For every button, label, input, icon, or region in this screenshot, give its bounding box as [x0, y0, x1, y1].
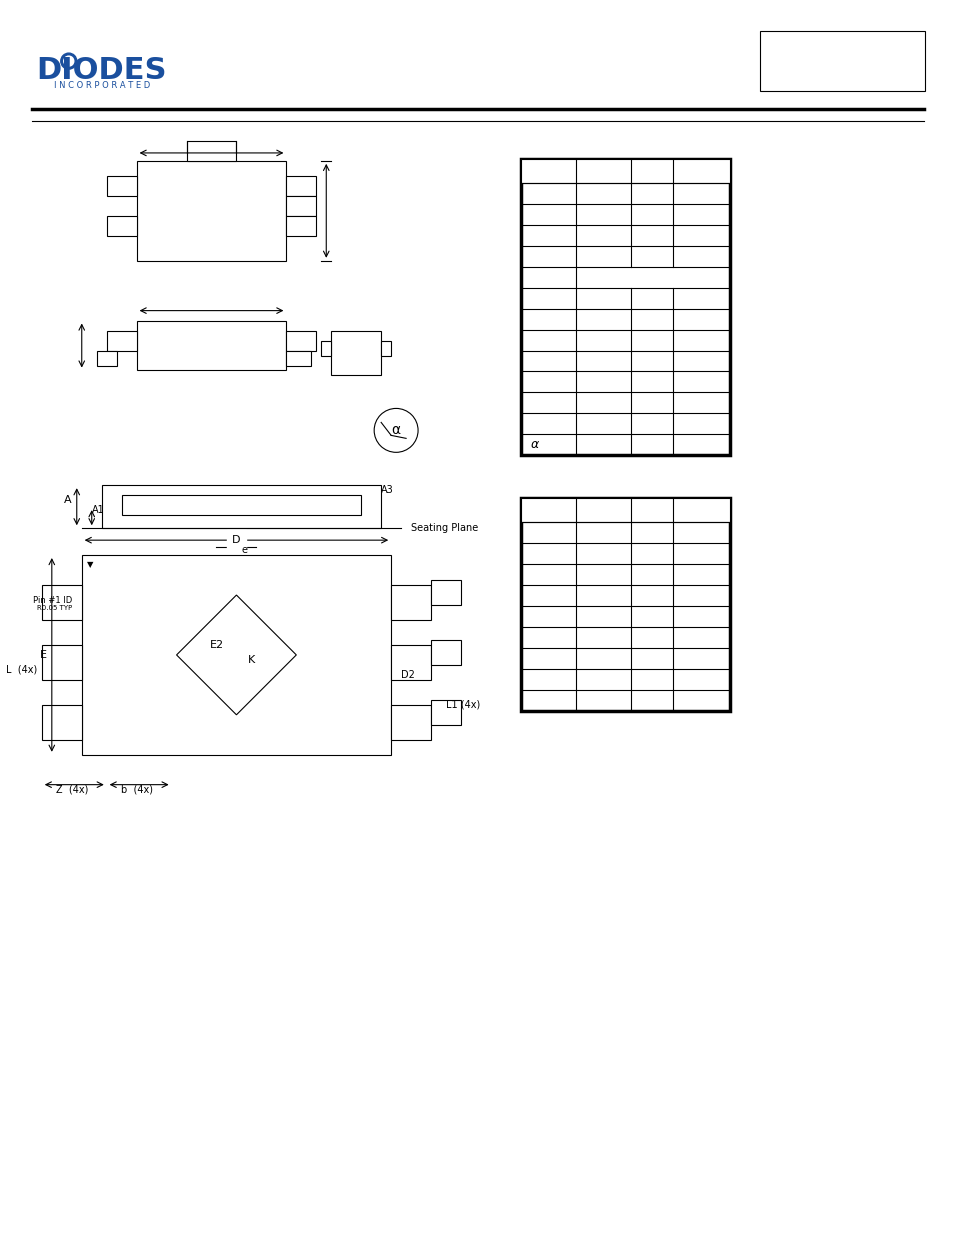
- Bar: [187, 141, 236, 161]
- Bar: [286, 196, 316, 216]
- Text: Z  (4x): Z (4x): [55, 784, 88, 794]
- Bar: [391, 645, 431, 680]
- Text: D2: D2: [400, 669, 415, 680]
- Bar: [136, 161, 286, 261]
- Bar: [520, 159, 730, 456]
- Bar: [286, 331, 316, 351]
- Bar: [431, 580, 460, 605]
- Bar: [286, 175, 316, 196]
- Bar: [102, 485, 381, 529]
- Text: A1: A1: [91, 505, 105, 515]
- Text: α: α: [391, 424, 400, 437]
- Bar: [96, 351, 116, 366]
- Text: Pin #1 ID: Pin #1 ID: [32, 595, 71, 605]
- Text: DIODES: DIODES: [36, 56, 167, 85]
- Bar: [107, 331, 136, 351]
- Text: L1 (4x): L1 (4x): [446, 700, 479, 710]
- Text: E2: E2: [210, 640, 223, 650]
- Text: α: α: [530, 438, 538, 451]
- Text: K: K: [248, 655, 254, 664]
- Text: D: D: [232, 535, 240, 545]
- Text: I N C O R P O R A T E D: I N C O R P O R A T E D: [53, 82, 150, 90]
- Bar: [321, 341, 331, 356]
- Bar: [520, 498, 730, 711]
- Bar: [42, 705, 82, 740]
- Text: L  (4x): L (4x): [6, 664, 37, 674]
- Bar: [82, 555, 391, 755]
- Text: b  (4x): b (4x): [120, 784, 152, 794]
- Bar: [286, 216, 316, 236]
- Bar: [391, 705, 431, 740]
- Bar: [331, 331, 381, 375]
- Bar: [520, 498, 730, 522]
- Bar: [107, 175, 136, 196]
- Bar: [122, 495, 361, 515]
- Bar: [520, 159, 730, 183]
- Text: E: E: [40, 650, 47, 659]
- Bar: [431, 700, 460, 725]
- Bar: [381, 341, 391, 356]
- Text: R0.05 TYP: R0.05 TYP: [36, 605, 71, 611]
- Bar: [286, 351, 311, 366]
- Bar: [391, 585, 431, 620]
- Bar: [760, 31, 924, 91]
- Bar: [42, 585, 82, 620]
- Bar: [107, 216, 136, 236]
- Text: e: e: [241, 545, 247, 556]
- Bar: [431, 640, 460, 664]
- Text: Seating Plane: Seating Plane: [411, 524, 477, 534]
- Text: A3: A3: [381, 485, 394, 495]
- Circle shape: [64, 56, 73, 67]
- Circle shape: [61, 53, 76, 69]
- Text: ▼: ▼: [87, 561, 93, 569]
- Text: A: A: [64, 495, 71, 505]
- Bar: [136, 321, 286, 370]
- Bar: [42, 645, 82, 680]
